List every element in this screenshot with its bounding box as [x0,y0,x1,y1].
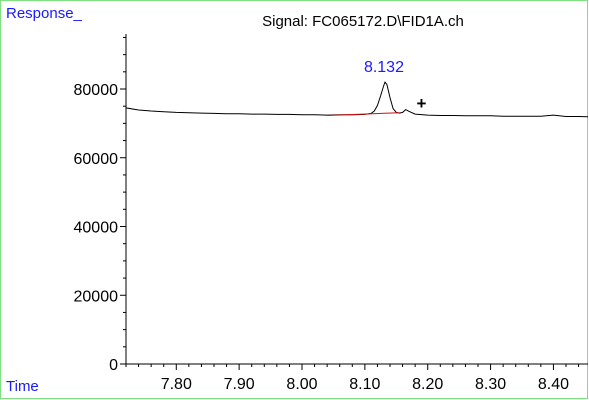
x-tick-label: 8.20 [412,376,443,393]
y-tick-label: 40000 [74,220,119,237]
x-tick-label: 8.00 [286,376,317,393]
trace-group [125,81,589,118]
peak-end-marker: + [416,94,426,113]
annotation-group: 8.132 + [364,59,427,113]
x-tick-label: 8.30 [475,376,506,393]
x-axis-title: Time [6,378,39,395]
signal-title: Signal: FC065172.D\FID1A.ch [262,13,464,30]
x-tick-label: 8.40 [538,376,569,393]
y-tick-label: 0 [109,357,118,374]
y-tick-label: 60000 [74,151,119,168]
signal-trace [125,81,589,118]
peak-label: 8.132 [364,59,404,76]
tick-group: 0 20000 40000 60000 80000 7.80 7.90 8.00 8.10 8.2… [74,36,580,393]
integration-baseline [327,112,400,116]
y-tick-label: 80000 [74,82,119,99]
x-tick-label: 8.10 [349,376,380,393]
x-tick-label: 7.90 [224,376,255,393]
y-tick-label: 20000 [74,288,119,305]
axes [125,34,588,365]
y-axis-title: Response_ [6,5,83,22]
x-tick-label: 7.80 [161,376,192,393]
